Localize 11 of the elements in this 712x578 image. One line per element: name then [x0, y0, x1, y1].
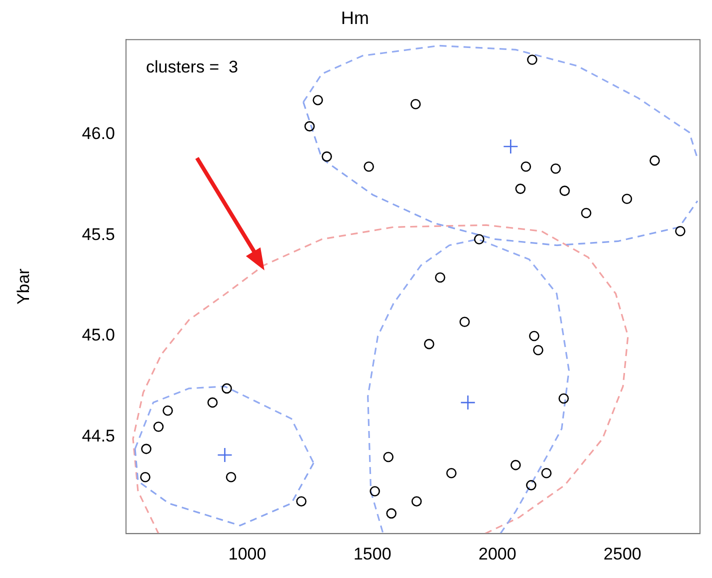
x-tick-label: 2500	[604, 544, 642, 564]
annotation: clusters = 3	[146, 57, 238, 76]
y-axis-title: Ybar	[14, 268, 33, 305]
y-tick-label: 45.5	[82, 224, 115, 244]
y-tick-label: 44.5	[82, 426, 115, 446]
chart-title: Hm	[341, 8, 369, 28]
x-tick-label: 1000	[228, 544, 266, 564]
x-tick-label: 2000	[478, 544, 516, 564]
y-tick-label: 46.0	[82, 124, 115, 144]
x-tick-label: 1500	[353, 544, 392, 564]
y-tick-label: 45.0	[82, 326, 115, 345]
